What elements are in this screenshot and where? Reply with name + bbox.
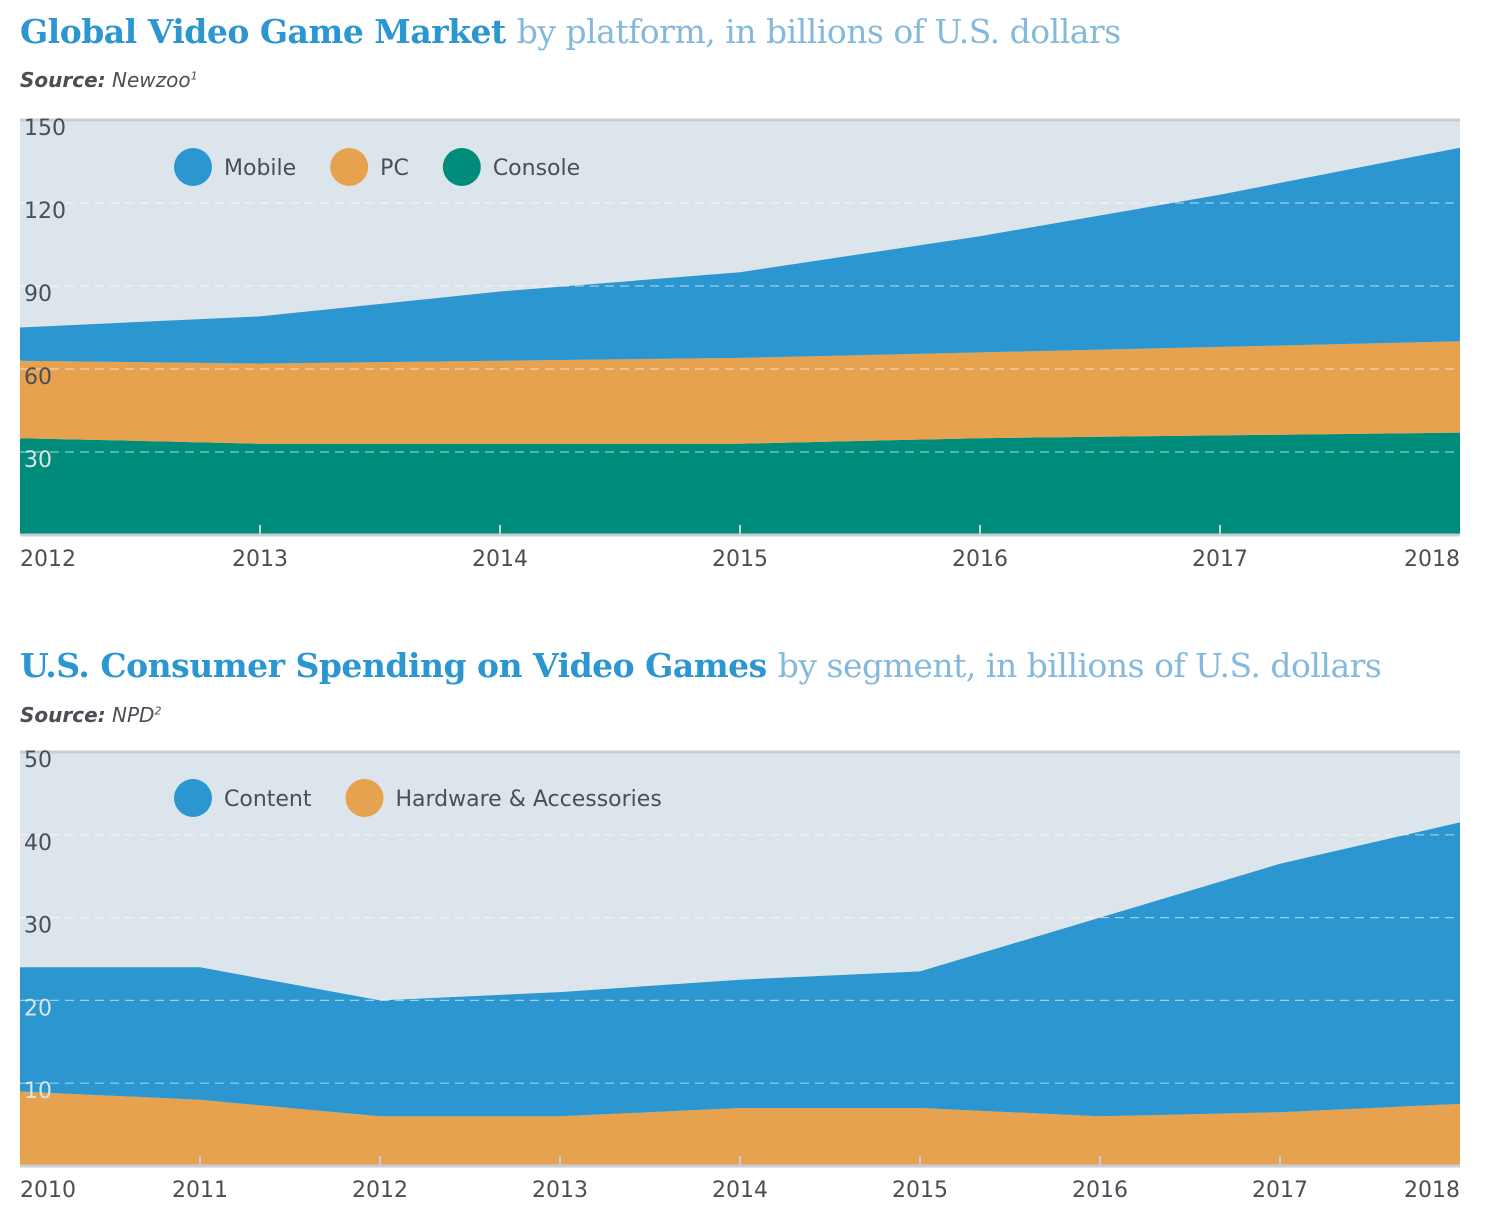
source-footnote: 2	[154, 704, 162, 718]
area-series-console	[20, 432, 1460, 535]
source-label: Source:	[20, 68, 106, 92]
y-tick-label: 10	[24, 1079, 52, 1104]
x-tick-label: 2016	[1072, 1178, 1128, 1203]
y-tick-label: 120	[24, 199, 66, 224]
x-tick-label: 2013	[532, 1178, 588, 1203]
legend-swatch-content	[174, 779, 212, 817]
x-tick-label: 2018	[1404, 547, 1460, 572]
x-tick-label: 2018	[1404, 1178, 1460, 1203]
source-name: NPD	[112, 703, 155, 727]
source-footnote: 1	[190, 69, 198, 83]
legend-swatch-hardware-and-accessories	[345, 779, 384, 817]
y-tick-label: 60	[24, 365, 52, 390]
x-tick-label: 2017	[1192, 547, 1248, 572]
y-tick-label: 90	[24, 282, 52, 307]
x-tick-label: 2010	[20, 1178, 76, 1203]
source-name: Newzoo	[112, 68, 191, 92]
x-tick-label: 2014	[472, 547, 528, 572]
chart-source: Source: Newzoo1	[20, 68, 198, 92]
chart-title: U.S. Consumer Spending on Video Games by…	[20, 646, 1382, 685]
x-tick-label: 2013	[232, 547, 288, 572]
chart-title-main: Global Video Game Market	[20, 12, 506, 51]
chart-subtitle: by segment, in billions of U.S. dollars	[777, 646, 1382, 685]
legend-label-console: Console	[493, 156, 580, 181]
legend-label-mobile: Mobile	[224, 156, 296, 181]
chart-subtitle: by platform, in billions of U.S. dollars	[516, 12, 1121, 51]
legend-swatch-mobile	[174, 148, 212, 186]
chart-title: Global Video Game Market by platform, in…	[20, 12, 1121, 51]
x-tick-label: 2016	[952, 547, 1008, 572]
legend-label-content: Content	[224, 787, 312, 812]
x-tick-label: 2015	[712, 547, 768, 572]
source-label: Source:	[20, 703, 106, 727]
area-series-hardware-and-accessories	[20, 1091, 1460, 1166]
legend-swatch-pc	[330, 148, 369, 186]
chart-source: Source: NPD2	[20, 703, 161, 727]
legend-label-hardware-and-accessories: Hardware & Accessories	[396, 787, 662, 812]
x-tick-label: 2012	[352, 1178, 408, 1203]
x-tick-label: 2015	[892, 1178, 948, 1203]
y-tick-label: 30	[24, 448, 52, 473]
legend-swatch-console	[442, 148, 481, 186]
area-series-content	[20, 822, 1460, 1117]
x-tick-label: 2017	[1252, 1178, 1308, 1203]
x-tick-label: 2011	[172, 1178, 228, 1203]
y-tick-label: 30	[24, 914, 52, 939]
chart-title-main: U.S. Consumer Spending on Video Games	[20, 646, 767, 685]
x-tick-label: 2014	[712, 1178, 768, 1203]
y-tick-label: 50	[24, 748, 52, 773]
y-tick-label: 20	[24, 996, 52, 1021]
x-tick-label: 2012	[20, 547, 76, 572]
area-series-mobile	[20, 147, 1460, 364]
area-series-pc	[20, 341, 1460, 444]
chart-global-market-plot: 30 60 90 120 150 2012 2013 2014 2015 2016 2017 2018…	[20, 116, 1460, 572]
y-tick-label: 40	[24, 831, 52, 856]
legend-label-pc: PC	[380, 156, 409, 181]
y-tick-label: 150	[24, 116, 66, 141]
